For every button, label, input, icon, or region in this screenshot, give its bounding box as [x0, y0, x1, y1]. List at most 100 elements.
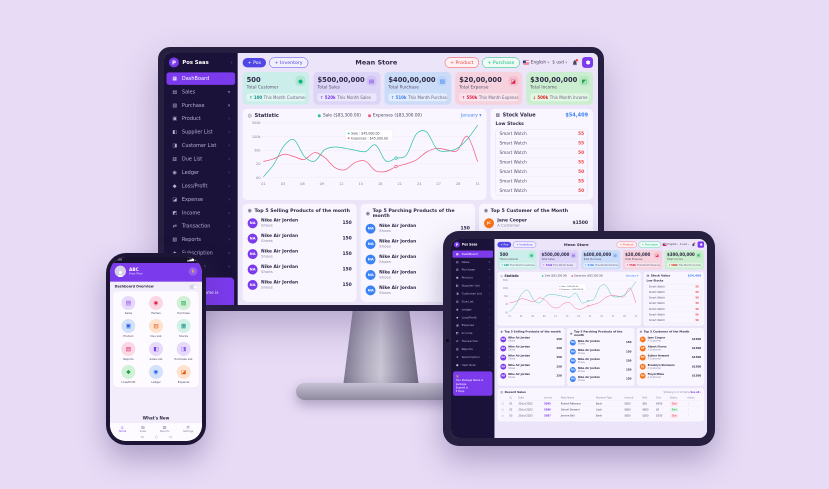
phone-grid-item-ledger[interactable]: ◉ Ledger	[142, 364, 170, 384]
brand[interactable]: P Pos Saas ›	[451, 239, 494, 250]
trophy-icon: ◉	[500, 330, 503, 334]
add-purchase-button[interactable]: + Purchase	[481, 57, 520, 68]
add-product-button[interactable]: + Product	[616, 241, 637, 248]
back-button[interactable]: ◁	[168, 434, 172, 439]
recents-button[interactable]: ▭	[140, 434, 145, 439]
sidebar-item-expense[interactable]: ◪ Expense ›	[166, 193, 235, 205]
invoice-link[interactable]: 5087	[544, 414, 551, 418]
item-value: $1500	[691, 374, 702, 378]
x-axis-tick: 12	[339, 182, 343, 186]
add-product-button[interactable]: + Product	[444, 57, 479, 68]
language-select[interactable]: English ▾	[662, 243, 678, 246]
invoice-link[interactable]: 5085	[544, 401, 551, 405]
recent-sales-card: ▤ Recent Sales Showing 1 of 10 items See…	[497, 388, 705, 422]
stat-chip-text: This Month Purchase	[408, 95, 448, 100]
upgrade-crown-button[interactable]: ♛	[188, 266, 198, 276]
tooltip-sale-value: Sale : $45,000.00	[351, 132, 379, 136]
person-icon	[117, 270, 124, 277]
sidebar-item-product[interactable]: ▣ Product ›	[166, 113, 235, 125]
nav-item-settings[interactable]: ⚙ Settings	[183, 425, 193, 433]
inventory-button[interactable]: + Inventory	[512, 241, 536, 248]
currency-select[interactable]: $ usd ▾	[552, 60, 567, 65]
nav-item-home[interactable]: ⌂ Home	[119, 425, 126, 433]
sidebar-item-sales[interactable]: ▤ Sales ▾	[452, 258, 493, 265]
due-icon: ▥	[172, 156, 178, 162]
sidebar-item-reports[interactable]: ▧ Reports ›	[166, 234, 235, 246]
sidebar-item-sales[interactable]: ▤ Sales ▾	[166, 86, 235, 98]
sidebar-item-supplier-list[interactable]: ◧ Supplier List ›	[452, 282, 493, 289]
settings-button[interactable]	[582, 56, 594, 68]
sidebar-item-purchase[interactable]: ▨ Purchase ▾	[452, 266, 493, 273]
language-select[interactable]: English ▾	[522, 60, 549, 65]
sidebar-item-income[interactable]: ◩ Income ›	[166, 207, 235, 219]
sidebar-item-supplier-list[interactable]: ◧ Supplier List ›	[166, 126, 235, 138]
sidebar-item-purchase[interactable]: ▨ Purchase ▾	[166, 99, 235, 111]
phone-grid-item-parties[interactable]: ◉ Parties	[142, 295, 170, 315]
brand[interactable]: P Pos Saas ›	[164, 53, 238, 72]
statistic-icon: ◎	[500, 274, 503, 278]
row-actions-button[interactable]: ⋮	[685, 412, 702, 419]
phone-grid-item-product[interactable]: ▣ Product	[115, 318, 143, 338]
nav-item-reports[interactable]: ▧ Reports	[160, 425, 170, 433]
notification-bell-icon[interactable]	[570, 58, 579, 66]
phone-grid-item-expense[interactable]: ◪ Expense	[170, 364, 198, 384]
y-axis-tick: 100k	[503, 288, 509, 290]
row-checkbox[interactable]	[501, 402, 504, 405]
phone-grid-label: Reports	[123, 357, 134, 361]
sidebar-item-customer-list[interactable]: ◨ Customer List ›	[452, 290, 493, 297]
sidebar-item-subscription[interactable]: ★Subscription ›	[452, 354, 493, 361]
add-purchase-button[interactable]: + Purchase	[638, 241, 661, 248]
avatar[interactable]	[114, 265, 126, 277]
phone-grid-item-reports[interactable]: ▧ Reports	[115, 341, 143, 361]
top5-customers-title: Top 5 Customer of the Month	[490, 207, 569, 214]
sidebar-item-loss-profit[interactable]: ◆ Loss/Profit ›	[166, 180, 235, 192]
stat-card-0: 500 Total Customer ● ↑ 100This Month Custom…	[242, 71, 310, 105]
row-actions-button[interactable]: ⋮	[685, 406, 702, 413]
home-button[interactable]: ○	[154, 434, 158, 439]
stat-chip-value: ↑ 100	[501, 263, 509, 267]
phone-grid-item-sales-list[interactable]: ◧ Sales List	[142, 341, 170, 361]
sidebar-item-ledger[interactable]: ◉ Ledger ›	[166, 166, 235, 178]
phone-grid-item-purchase[interactable]: ▨ Purchase	[170, 295, 198, 315]
row-actions-button[interactable]: ⋮	[685, 400, 702, 407]
item-value: 150	[625, 341, 632, 344]
phone-grid-item-stocks[interactable]: ▦ Stocks	[170, 318, 198, 338]
sidebar-item-reports[interactable]: ▧ Reports ›	[452, 346, 493, 353]
sidebar-item-dashboard[interactable]: ▦ DashBoard ›	[452, 250, 493, 258]
sidebar-item-user-role[interactable]: ●User Role ›	[452, 361, 493, 368]
sidebar-item-expense[interactable]: ◪ Expense ›	[452, 322, 493, 329]
phone-grid-item-purchase-list[interactable]: ◨ Purchase List	[170, 341, 198, 361]
stock-item-qty: 55	[695, 313, 699, 317]
row-checkbox[interactable]	[501, 414, 504, 417]
phone-grid-item-loss-profit[interactable]: ◆ Loss/Profit	[115, 364, 143, 384]
package-box[interactable]: ♛ Your Package Name is package Expired i…	[453, 371, 493, 396]
pos-button[interactable]: + Pos	[497, 241, 512, 248]
see-all-link[interactable]: See all ›	[690, 390, 702, 394]
invoice-link[interactable]: 5086	[544, 408, 551, 412]
phone-grid-item-sales[interactable]: ▤ Sales	[115, 295, 143, 315]
sidebar-item-product[interactable]: ▣ Product ›	[452, 274, 493, 281]
y-axis-tick: 50k	[254, 148, 261, 152]
settings-button[interactable]	[697, 241, 705, 248]
inventory-button[interactable]: + Inventory	[269, 57, 309, 68]
pos-button[interactable]: + Pos	[242, 57, 267, 68]
overview-toggle[interactable]	[189, 284, 198, 289]
currency-select[interactable]: $ usd ▾	[680, 243, 689, 246]
sidebar-item-loss-profit[interactable]: ◆ Loss/Profit ›	[452, 314, 493, 321]
sidebar-item-due-list[interactable]: ▥ Due List ›	[452, 298, 493, 305]
sidebar-item-income[interactable]: ◩ Income ›	[452, 330, 493, 337]
sidebar-item-transaction[interactable]: ⇄ Transaction ›	[166, 220, 235, 232]
phone-grid-item-due-list[interactable]: ▥ Due List	[142, 318, 170, 338]
sidebar-item-customer-list[interactable]: ◨ Customer List ›	[166, 140, 235, 152]
sidebar-item-ledger[interactable]: ◉ Ledger ›	[452, 306, 493, 313]
sidebar-item-due-list[interactable]: ▥ Due List ›	[166, 153, 235, 165]
x-axis-tick: 18	[378, 182, 383, 186]
row-checkbox[interactable]	[501, 408, 504, 411]
notification-bell-icon[interactable]	[691, 242, 696, 247]
month-filter[interactable]: January ▾	[460, 113, 482, 119]
sidebar-item-dashboard[interactable]: ▦ DashBoard ›	[166, 72, 236, 85]
nav-item-sales[interactable]: ▨ Sales	[140, 425, 147, 433]
month-filter[interactable]: January ▾	[626, 274, 639, 278]
stat-card-4: $300,00,000 Total Income ◩ ↓ 500kThis Month…	[664, 250, 705, 270]
sidebar-item-transaction[interactable]: ⇄ Transaction ›	[452, 338, 493, 345]
